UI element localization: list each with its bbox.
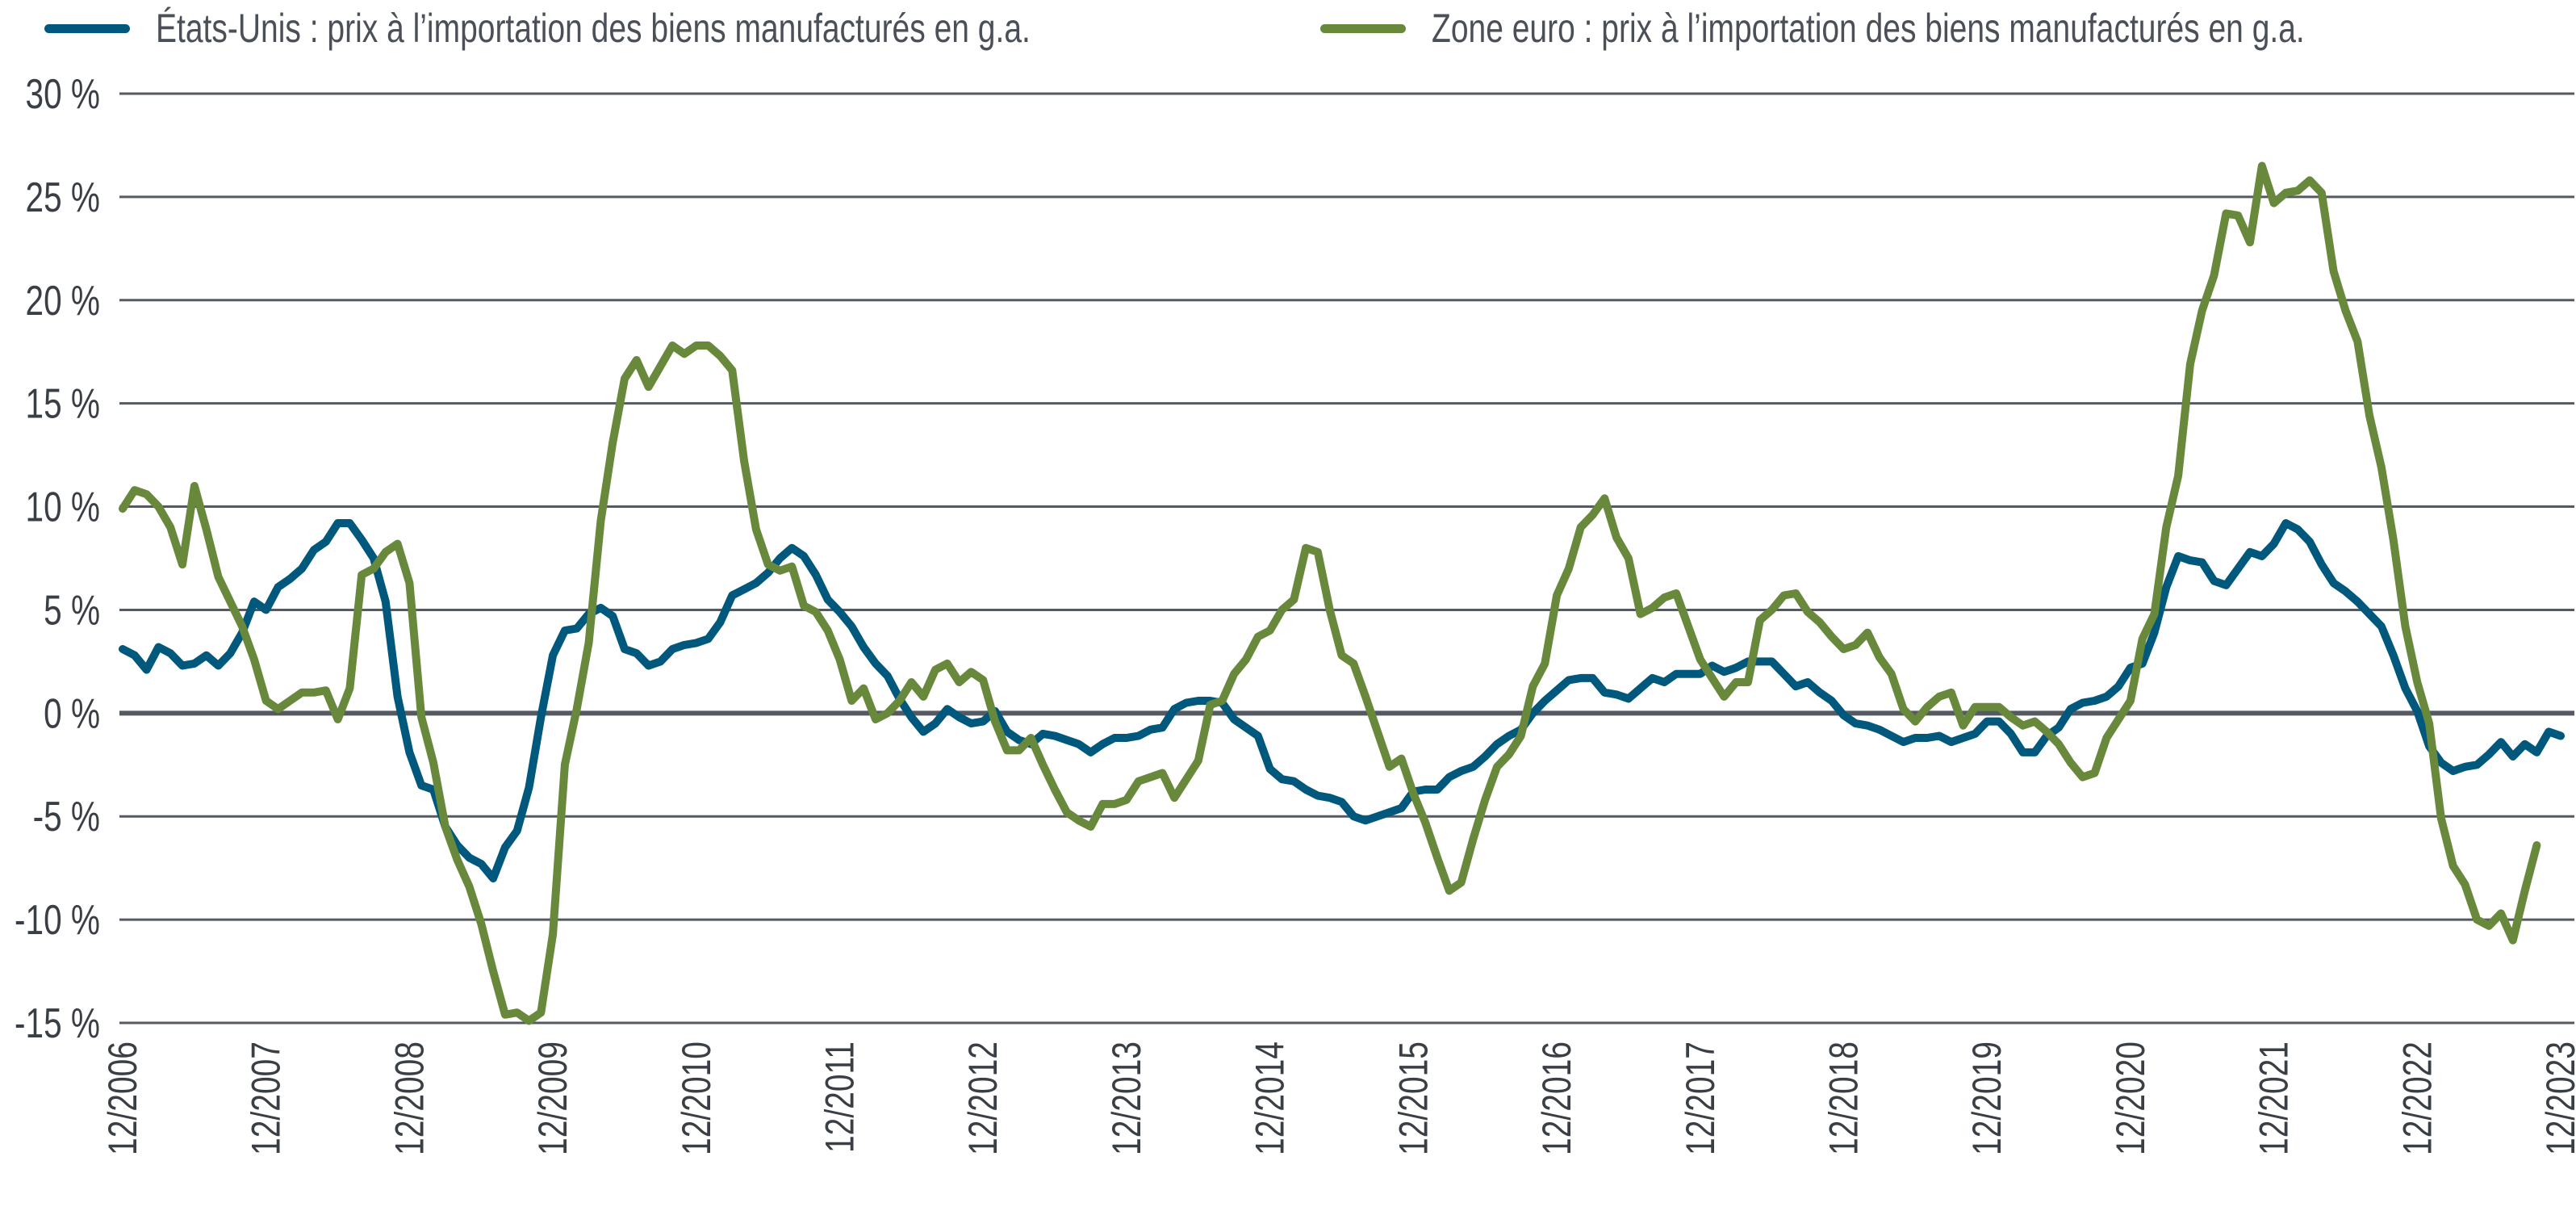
legend-swatch-eurozone [1320,23,1406,33]
series-line-eurozone [119,161,2541,1025]
x-tick-label: 12/2007 [243,1041,289,1155]
x-tick-label: 12/2021 [2251,1041,2297,1155]
x-tick-label: 12/2022 [2394,1041,2440,1155]
x-tick-label: 12/2010 [673,1041,719,1155]
x-tick-label: 12/2017 [1677,1041,1723,1155]
x-tick-label: 12/2012 [960,1041,1006,1155]
legend-item-eurozone: Zone euro : prix à l’importation des bie… [1320,5,2551,52]
x-tick-label: 12/2014 [1247,1041,1293,1155]
y-tick-label: 10 % [26,484,100,530]
x-tick-label: 12/2015 [1390,1041,1436,1155]
x-tick-label: 12/2020 [2107,1041,2153,1155]
legend-item-us: États-Unis : prix à l’importation des bi… [44,5,1278,52]
y-tick-label: -15 % [15,999,100,1046]
x-tick-label: 12/2016 [1533,1041,1579,1155]
y-tick-label: 5 % [44,587,100,634]
x-tick-label: 12/2011 [817,1041,863,1153]
series-line-us [119,519,2565,882]
legend-swatch-us [44,23,130,33]
x-tick-label: 12/2009 [529,1041,575,1155]
x-tick-label: 12/2013 [1103,1041,1149,1155]
x-tick-label: 12/2019 [1963,1041,2009,1155]
y-tick-label: -10 % [15,896,100,943]
y-tick-label: 25 % [26,174,100,220]
y-tick-label: 15 % [26,380,100,427]
y-tick-label: 30 % [26,70,100,117]
legend: États-Unis : prix à l’importation des bi… [0,0,2576,65]
y-tick-label: 0 % [44,689,100,736]
x-tick-label: 12/2008 [387,1041,433,1155]
y-tick-label: 20 % [26,277,100,324]
x-tick-label: 12/2018 [1821,1041,1867,1155]
x-tick-label: 12/2006 [99,1041,145,1155]
legend-label-eurozone: Zone euro : prix à l’importation des bie… [1432,6,2305,51]
x-tick-label: 12/2023 [2537,1041,2576,1155]
legend-label-us: États-Unis : prix à l’importation des bi… [156,6,1031,51]
y-tick-label: -5 % [33,793,100,840]
